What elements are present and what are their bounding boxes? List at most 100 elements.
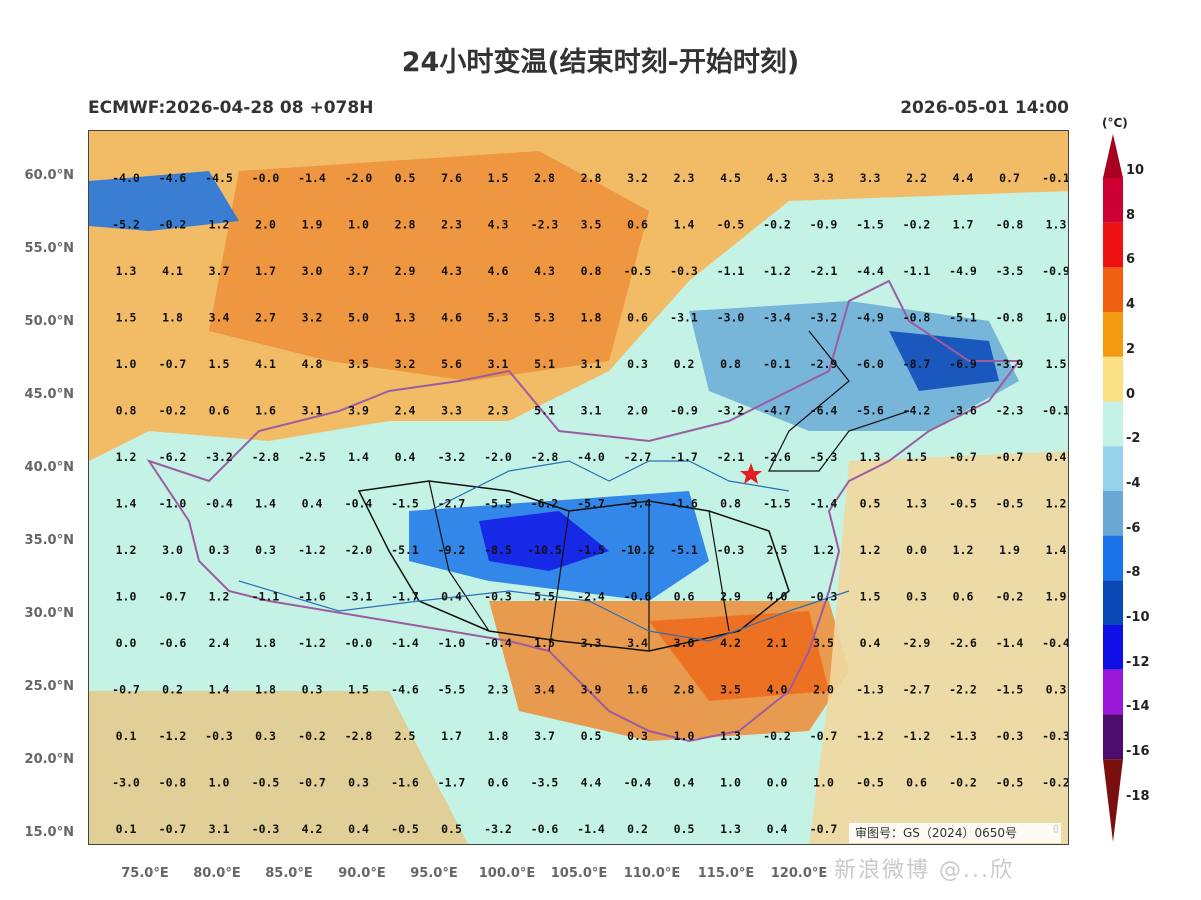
grid-value-label: -0.3 [205, 729, 233, 743]
grid-value-label: 1.5 [906, 450, 927, 464]
colorbar-tick-label: -12 [1126, 654, 1150, 670]
grid-value-label: -0.0 [252, 171, 280, 185]
grid-value-label: -3.1 [345, 590, 373, 604]
grid-value-label: 2.9 [720, 590, 741, 604]
grid-value-label: 0.3 [1046, 683, 1067, 697]
grid-value-label: 0.5 [441, 822, 462, 836]
grid-value-label: -1.6 [391, 776, 419, 790]
grid-value-label: -2.9 [903, 636, 931, 650]
grid-value-label: 3.1 [581, 357, 602, 371]
grid-value-label: -6.2 [531, 497, 559, 511]
grid-value-label: -4.5 [205, 171, 233, 185]
x-tick-label: 80.0°E [193, 866, 241, 881]
colorbar-segment [1103, 222, 1123, 268]
grid-value-label: -1.4 [810, 497, 838, 511]
grid-value-label: 1.7 [441, 729, 462, 743]
grid-value-label: -1.1 [903, 264, 931, 278]
grid-value-label: -4.6 [391, 683, 419, 697]
grid-value-label: 1.0 [720, 776, 741, 790]
grid-value-label: 1.3 [395, 311, 416, 325]
grid-value-label: -0.7 [949, 450, 977, 464]
colorbar-segment [1103, 580, 1123, 625]
grid-value-label: 1.0 [1046, 311, 1067, 325]
grid-value-label: 0.3 [255, 729, 276, 743]
cold-core-northeast [889, 331, 999, 391]
grid-value-label: 1.9 [1046, 590, 1067, 604]
grid-value-label: -1.0 [159, 497, 187, 511]
grid-value-label: -0.4 [205, 497, 233, 511]
grid-value-label: -0.3 [1042, 729, 1069, 743]
grid-value-label: -2.0 [345, 543, 373, 557]
grid-value-label: -0.5 [391, 822, 419, 836]
grid-value-label: 5.3 [488, 311, 509, 325]
grid-value-label: 2.3 [674, 171, 695, 185]
grid-value-label: -0.2 [949, 776, 977, 790]
grid-value-label: 1.4 [348, 450, 369, 464]
grid-value-label: 4.2 [302, 822, 323, 836]
grid-value-label: 2.3 [488, 683, 509, 697]
colorbar-segment [1103, 490, 1123, 536]
grid-value-label: 4.1 [255, 357, 276, 371]
x-tick-label: 100.0°E [478, 866, 536, 881]
grid-value-label: 1.3 [720, 729, 741, 743]
grid-value-label: -0.6 [531, 822, 559, 836]
grid-value-label: -0.5 [949, 497, 977, 511]
grid-value-label: -1.2 [903, 729, 931, 743]
grid-value-label: 0.4 [302, 497, 323, 511]
grid-value-label: -3.4 [763, 311, 791, 325]
grid-value-label: 4.3 [534, 264, 555, 278]
grid-value-label: 7.6 [441, 171, 462, 185]
grid-value-label: 3.0 [302, 264, 323, 278]
grid-value-label: 1.5 [1046, 357, 1067, 371]
grid-value-label: 1.4 [674, 218, 695, 232]
colorbar-tick-label: -8 [1126, 565, 1141, 581]
grid-value-label: 3.2 [395, 357, 416, 371]
grid-value-label: 1.4 [209, 683, 230, 697]
grid-value-label: -2.7 [903, 683, 931, 697]
grid-value-label: 1.3 [116, 264, 137, 278]
grid-value-label: 4.6 [488, 264, 509, 278]
grid-value-label: -0.3 [252, 822, 280, 836]
grid-value-label: -3.2 [810, 311, 838, 325]
grid-value-label: 4.1 [162, 264, 183, 278]
grid-value-label: 0.4 [674, 776, 695, 790]
x-tick-label: 90.0°E [338, 866, 386, 881]
grid-value-label: 0.1 [116, 729, 137, 743]
grid-value-label: -0.6 [624, 590, 652, 604]
grid-value-label: -3.2 [717, 404, 745, 418]
grid-value-label: -4.2 [903, 404, 931, 418]
grid-value-label: -5.2 [112, 218, 140, 232]
grid-value-label: -1.5 [763, 497, 791, 511]
grid-value-label: 0.6 [627, 218, 648, 232]
grid-value-label: 3.4 [627, 636, 648, 650]
grid-value-label: 1.0 [348, 218, 369, 232]
grid-value-label: 3.7 [209, 264, 230, 278]
grid-value-label: -0.8 [996, 311, 1024, 325]
grid-value-label: 1.8 [255, 636, 276, 650]
grid-value-label: 1.8 [255, 683, 276, 697]
grid-value-label: -4.7 [763, 404, 791, 418]
grid-value-label: -0.3 [484, 590, 512, 604]
grid-value-label: 1.0 [813, 776, 834, 790]
grid-value-label: 3.0 [674, 636, 695, 650]
valid-time-label: 2026-05-01 14:00 [900, 98, 1069, 118]
grid-value-label: 3.1 [488, 357, 509, 371]
y-tick-label: 40.0°N [24, 460, 74, 475]
grid-value-label: -1.4 [996, 636, 1024, 650]
temperature-change-map[interactable]: -4.0 -4.6 -4.5 -0.0 -1.4 -2.0 0.5 7.6 1.5 2.8 2.8 3… [88, 130, 1069, 845]
warm-core-south [649, 611, 829, 701]
grid-value-label: 0.4 [348, 822, 369, 836]
grid-value-label: 1.8 [162, 311, 183, 325]
grid-value-label: 5.0 [348, 311, 369, 325]
grid-value-label: 3.5 [348, 357, 369, 371]
grid-value-label: 0.5 [581, 729, 602, 743]
grid-value-label: 0.3 [348, 776, 369, 790]
grid-value-label: -1.5 [856, 218, 884, 232]
colorbar-tick-label: 10 [1126, 163, 1145, 178]
grid-value-label: -0.4 [484, 636, 512, 650]
grid-value-label: -2.1 [810, 264, 838, 278]
colorbar-tick-label: 8 [1126, 207, 1136, 223]
grid-value-label: 4.0 [767, 683, 788, 697]
grid-value-label: 0.5 [674, 822, 695, 836]
grid-value-label: 1.3 [860, 450, 881, 464]
